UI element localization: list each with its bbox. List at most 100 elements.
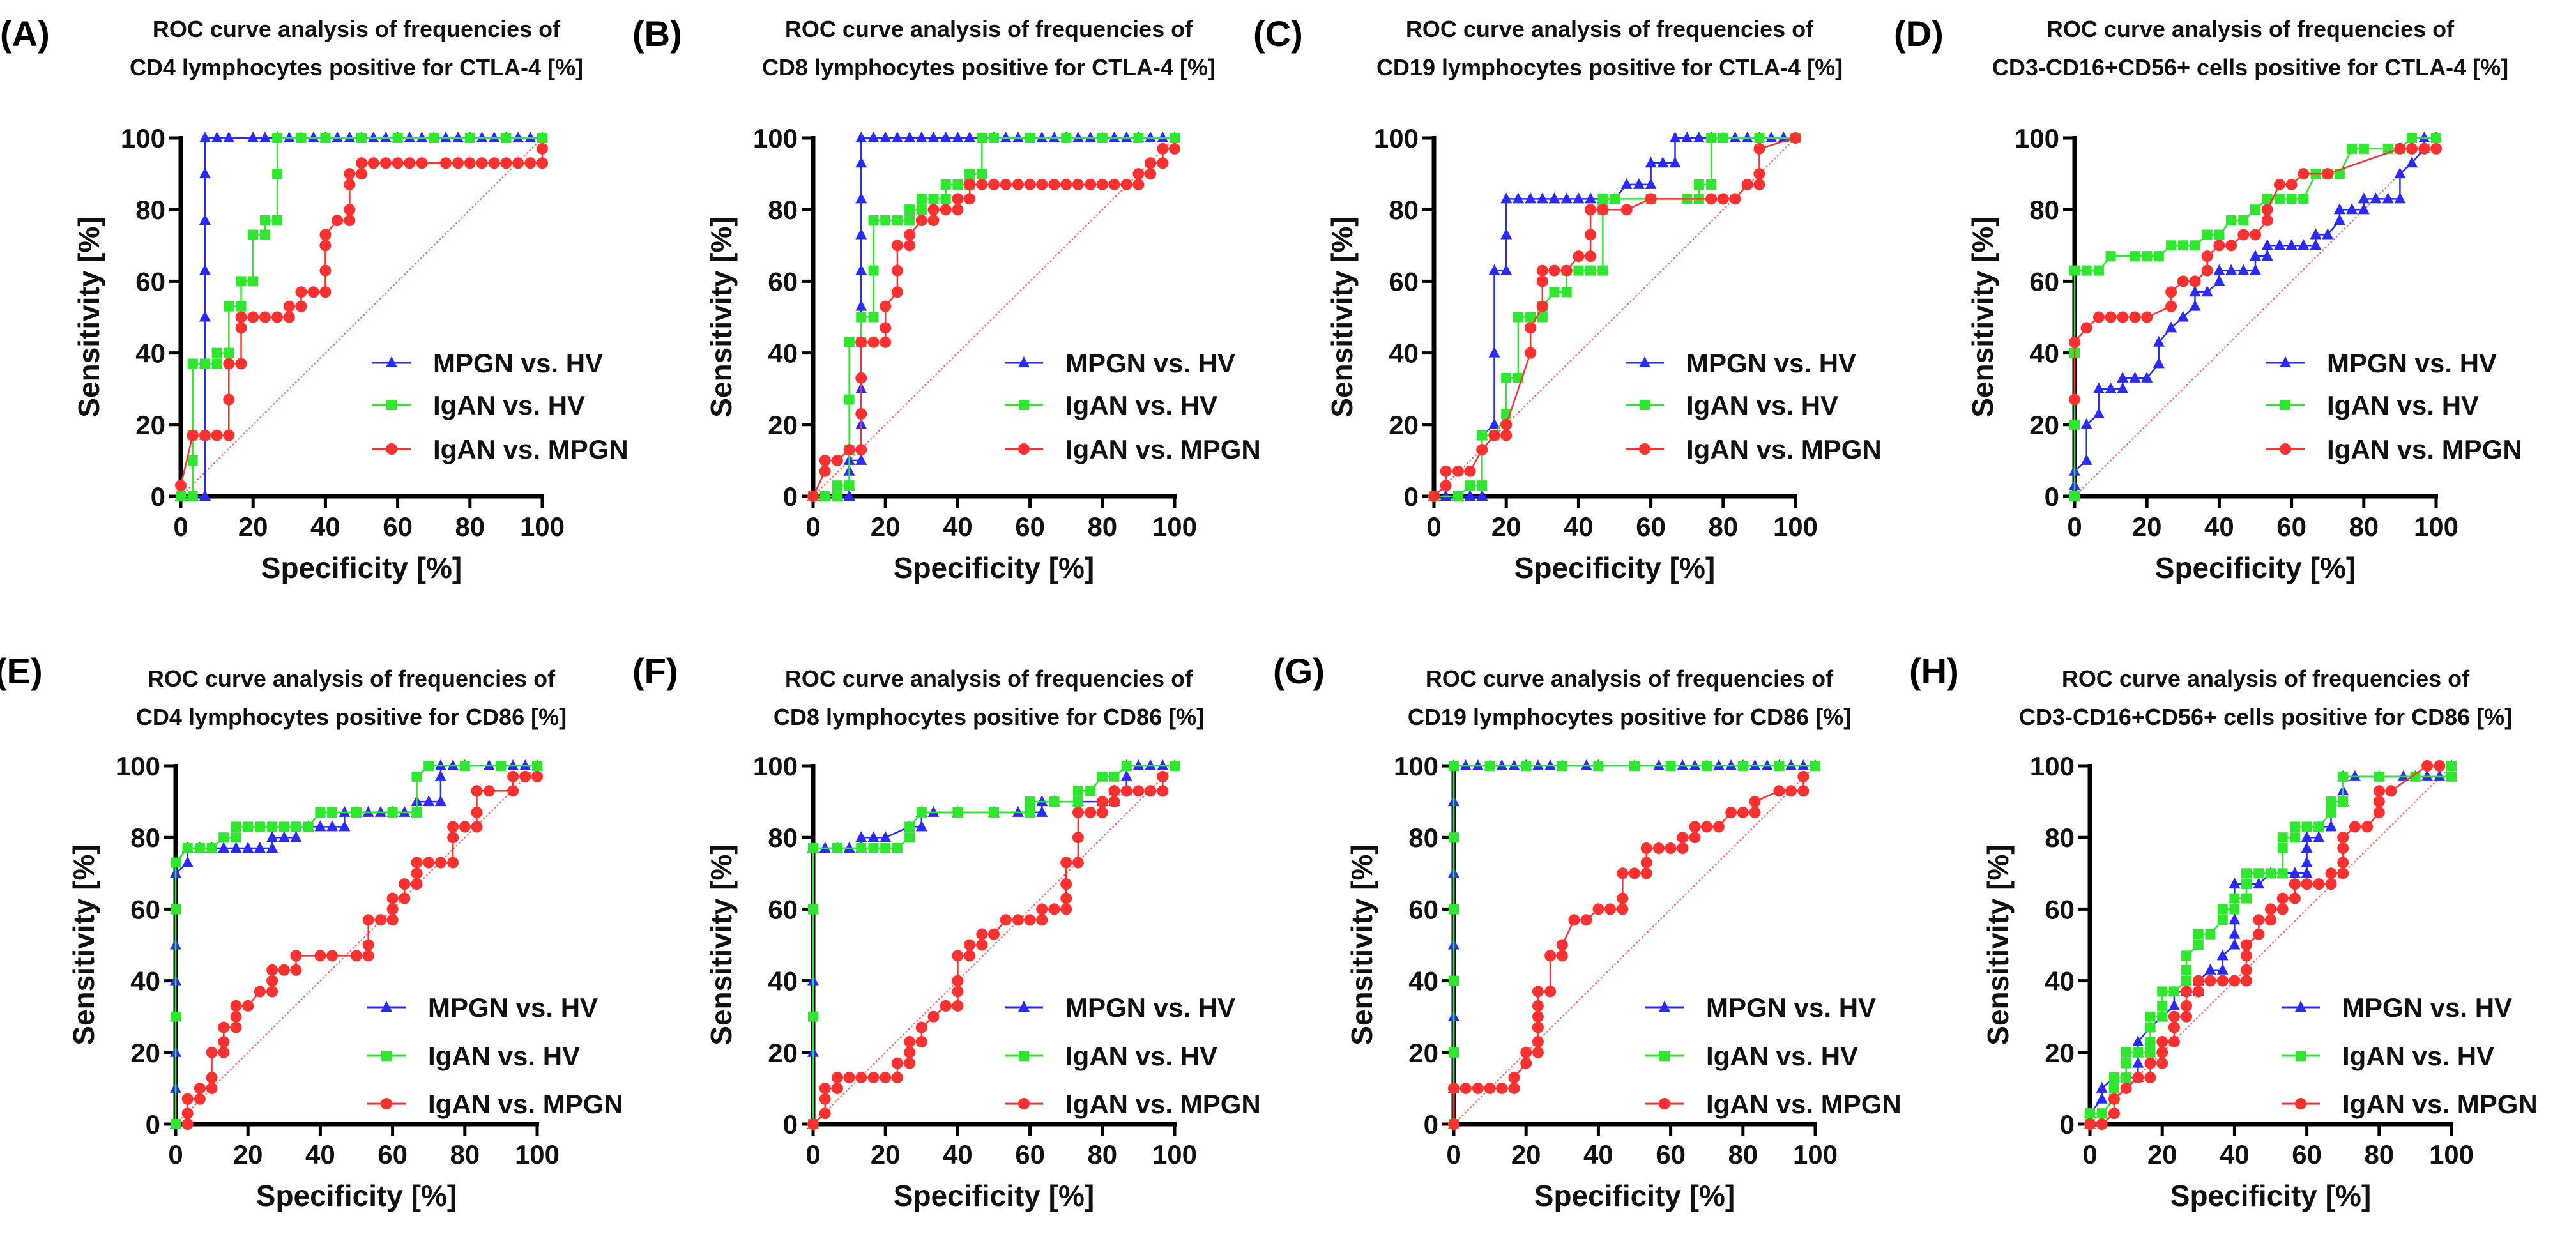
data-point-triangle <box>843 490 855 501</box>
data-point-circle <box>471 785 483 797</box>
data-point-square <box>206 843 217 854</box>
data-point-square <box>187 358 198 369</box>
data-point-triangle <box>2237 264 2250 275</box>
data-point-circle <box>1060 178 1072 190</box>
data-point-square <box>1610 194 1620 204</box>
data-point-circle <box>1072 832 1084 844</box>
data-point-triangle <box>2092 407 2105 418</box>
data-point-circle <box>807 1118 819 1130</box>
data-point-triangle <box>1500 264 1513 275</box>
legend-triangle-icon <box>386 356 397 367</box>
data-point-square <box>231 821 241 832</box>
data-point-triangle <box>2310 228 2322 240</box>
legend-entry: IgAN vs. HV <box>2266 390 2479 420</box>
data-point-triangle <box>2322 228 2334 240</box>
y-tick-label: 60 <box>130 894 160 924</box>
data-point-circle <box>1640 842 1652 855</box>
x-tick-label: 0 <box>173 512 188 542</box>
data-point-triangle <box>290 831 302 842</box>
data-point-circle <box>416 157 428 169</box>
data-point-square <box>351 807 362 818</box>
x-tick-label: 20 <box>1491 512 1521 542</box>
data-point-square <box>1521 761 1532 771</box>
data-point-square <box>1061 133 1072 143</box>
data-point-circle <box>235 358 247 370</box>
data-point-square <box>1449 832 1459 843</box>
data-point-square <box>211 347 222 358</box>
data-point-circle <box>1048 903 1060 915</box>
data-point-square <box>916 807 927 818</box>
legend-label: MPGN vs. HV <box>428 993 598 1023</box>
data-point-circle <box>891 286 903 298</box>
y-axis-label: Sensitivity [%] <box>1981 844 2015 1045</box>
data-point-circle <box>1024 914 1036 926</box>
data-point-triangle <box>1120 132 1132 142</box>
data-point-triangle <box>314 820 326 832</box>
panel-c: (C) ROC curve analysis of frequencies of C… <box>1253 13 1882 584</box>
data-point-circle <box>1048 178 1060 190</box>
data-point-square <box>2181 964 2192 975</box>
data-point-circle <box>904 229 916 241</box>
data-point-triangle <box>2370 192 2382 204</box>
chart-title-line: CD19 lymphocytes positive for CTLA-4 [%] <box>1376 54 1843 80</box>
data-point-circle <box>1036 914 1048 926</box>
data-point-circle <box>1448 1082 1459 1094</box>
data-point-triangle <box>1036 132 1048 142</box>
y-tick-label: 0 <box>783 1109 798 1139</box>
data-point-circle <box>880 322 892 334</box>
x-tick-label: 40 <box>2204 512 2234 542</box>
data-point-square <box>315 807 326 818</box>
data-point-circle <box>1741 178 1753 190</box>
data-point-triangle <box>2153 335 2165 347</box>
data-point-triangle <box>362 805 374 817</box>
y-tick-label: 0 <box>146 1109 160 1139</box>
series-line <box>2073 148 2436 400</box>
data-point-triangle <box>1500 228 1513 240</box>
legend-label: IgAN vs. MPGN <box>2342 1089 2538 1119</box>
x-tick-label: 100 <box>2414 512 2458 542</box>
x-axis-label: Specificity [%] <box>2155 551 2356 584</box>
x-tick-label: 80 <box>1728 1139 1758 1169</box>
data-point-square <box>231 832 241 843</box>
data-point-triangle <box>1652 759 1665 770</box>
chart-title-line: ROC curve analysis of frequencies of <box>1406 16 1814 42</box>
data-point-circle <box>344 204 356 216</box>
x-tick-label: 60 <box>2276 512 2306 542</box>
data-point-square <box>291 821 301 832</box>
data-point-square <box>2121 1047 2131 1058</box>
data-point-circle <box>386 903 399 915</box>
data-point-square <box>182 843 193 854</box>
data-point-circle <box>2253 928 2265 940</box>
chart-title-line: CD8 lymphocytes positive for CTLA-4 [%] <box>762 54 1216 80</box>
data-point-circle <box>1072 857 1084 869</box>
data-point-circle <box>1169 142 1180 155</box>
data-point-triangle <box>2397 770 2409 781</box>
data-point-circle <box>242 1000 254 1012</box>
data-point-circle <box>194 1082 206 1094</box>
data-point-circle <box>2337 867 2349 879</box>
data-point-square <box>2277 832 2288 843</box>
data-point-triangle <box>880 831 892 842</box>
y-tick-label: 80 <box>130 823 160 853</box>
data-point-square <box>2289 832 2300 843</box>
legend-entry: MPGN vs. HV <box>372 348 603 378</box>
x-tick-label: 80 <box>2364 1139 2394 1169</box>
data-point-circle <box>952 204 964 216</box>
data-point-triangle <box>915 820 927 832</box>
data-point-circle <box>2069 393 2080 406</box>
data-point-triangle <box>1620 178 1633 189</box>
data-point-triangle <box>2333 203 2345 215</box>
data-point-circle <box>1085 806 1097 818</box>
data-point-triangle <box>2301 867 2313 878</box>
y-tick-label: 40 <box>130 966 160 996</box>
data-point-circle <box>259 311 271 323</box>
data-point-circle <box>1060 903 1072 915</box>
data-point-triangle <box>1677 759 1689 770</box>
x-axis-label: Specificity [%] <box>261 551 462 584</box>
data-point-square <box>2338 771 2349 782</box>
data-point-square <box>2166 240 2177 251</box>
data-point-circle <box>2298 168 2310 180</box>
data-point-circle <box>2313 878 2325 890</box>
data-point-circle <box>2276 903 2289 915</box>
chart-title-line: ROC curve analysis of frequencies of <box>148 666 556 692</box>
